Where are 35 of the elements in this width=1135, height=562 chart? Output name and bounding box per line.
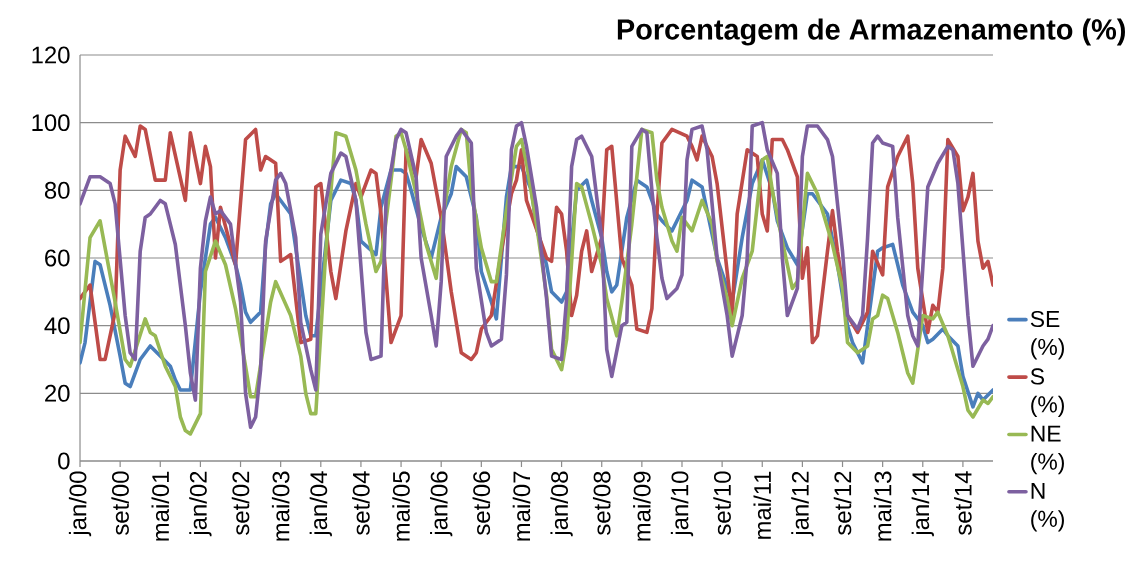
y-tick-label: 120	[32, 46, 70, 64]
x-tick-label: mai/13	[873, 471, 892, 541]
x-tick-label: mai/05	[392, 471, 410, 541]
y-tick-label: 20	[45, 384, 70, 402]
x-tick-label: jan/00	[68, 471, 92, 537]
x-tick-label: jan/14	[911, 471, 934, 537]
x-tick-label: set/02	[231, 471, 250, 535]
y-tick-label: 100	[32, 114, 70, 132]
legend-label: N (%)	[1031, 483, 1064, 532]
x-tick-label: jan/02	[189, 471, 212, 537]
y-tick-label: 60	[45, 249, 70, 267]
legend-label: SE (%)	[1030, 310, 1064, 360]
x-tick-label: mai/09	[633, 471, 651, 541]
legend-label: S (%)	[1030, 368, 1064, 418]
chart-title: Porcentagem de Armazenamento (%)	[617, 18, 1125, 46]
x-tick-label: mai/03	[271, 471, 290, 541]
x-tick-label: mai/01	[151, 471, 170, 541]
x-tick-label: jan/04	[309, 471, 332, 537]
y-tick-label: 80	[44, 181, 70, 199]
y-tick-label: 0	[58, 452, 70, 470]
x-tick-label: mai/07	[512, 471, 531, 541]
x-tick-label: jan/06	[430, 471, 453, 537]
x-tick-label: set/14	[954, 471, 972, 535]
x-tick-label: set/04	[352, 471, 370, 535]
x-tick-label: set/10	[713, 471, 731, 535]
x-tick-label: set/08	[592, 471, 611, 535]
x-tick-label: mai/11	[753, 471, 772, 539]
x-tick-label: set/06	[472, 471, 491, 535]
legend-label: NE (%)	[1031, 425, 1064, 475]
x-tick-label: jan/12	[791, 471, 814, 537]
y-tick-label: 40	[44, 317, 70, 335]
x-tick-label: set/00	[111, 471, 129, 535]
x-tick-label: jan/08	[550, 471, 573, 537]
x-tick-label: set/12	[833, 471, 852, 535]
x-tick-label: jan/10	[670, 471, 694, 537]
